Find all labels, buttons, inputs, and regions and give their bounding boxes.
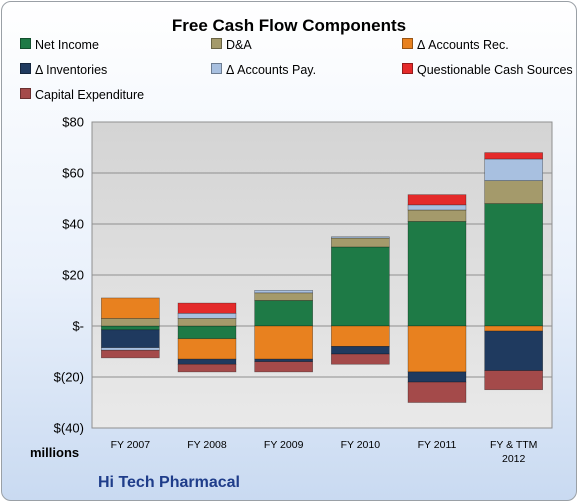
bar-segment-inventories — [484, 330, 543, 371]
legend-swatch — [402, 38, 413, 49]
y-tick-label: $60 — [62, 166, 84, 181]
bar-segment-d-a — [407, 209, 467, 222]
bar-segment-capital-expenditure — [484, 370, 543, 391]
bar-segment-accounts-rec — [407, 325, 467, 373]
legend-swatch — [402, 63, 413, 74]
bar-segment-capital-expenditure — [101, 349, 160, 359]
legend-label: Capital Expenditure — [35, 88, 145, 102]
legend-item-net-income: Net Income — [20, 38, 99, 52]
x-tick-label: FY 2007 — [111, 439, 151, 451]
bar-segment-accounts-rec — [254, 325, 313, 360]
bar-segment-accounts-rec — [101, 297, 160, 319]
legend-item-capital-expenditure: Capital Expenditure — [20, 88, 144, 102]
company-name: Hi Tech Pharmacal — [98, 474, 240, 491]
bar-segment-accounts-rec — [331, 325, 390, 347]
bar-segment-net-income — [254, 300, 313, 327]
bar-segment-capital-expenditure — [177, 363, 237, 373]
legend-swatch — [211, 63, 222, 74]
y-tick-label: $- — [72, 319, 84, 334]
bar-segment-questionable-cash-sources — [407, 194, 467, 206]
bar-segment-net-income — [177, 325, 237, 340]
y-tick-label: $(40) — [54, 421, 84, 436]
legend-swatch — [20, 63, 31, 74]
bar-segment-capital-expenditure — [331, 353, 390, 365]
bar-segment-inventories — [331, 346, 390, 355]
bar-segment-accounts-pay — [177, 312, 237, 319]
legend-label: D&A — [226, 38, 252, 52]
bar-segment-net-income — [101, 325, 160, 331]
bar-segment-d-a — [177, 318, 237, 327]
x-tick-label: FY 2011 — [418, 439, 457, 451]
bar-segment-capital-expenditure — [254, 361, 313, 373]
bar-segment-d-a — [484, 180, 543, 204]
bar-segment-net-income — [484, 203, 543, 327]
legend-label: Δ Accounts Rec. — [417, 38, 509, 52]
bar-segment-inventories — [407, 371, 467, 383]
y-tick-label: $(20) — [54, 370, 84, 385]
bar-segment-net-income — [407, 221, 467, 327]
x-tick-label: FY 2008 — [187, 439, 227, 451]
x-tick-label: FY 2009 — [264, 439, 304, 451]
legend-item-inventories: Δ Inventories — [20, 63, 107, 77]
bar-segment-inventories — [101, 329, 160, 348]
legend-label: Questionable Cash Sources — [417, 63, 573, 77]
x-tick-label: FY & TTM — [490, 439, 537, 451]
bar-segment-inventories — [254, 358, 313, 362]
y-tick-label: $20 — [62, 268, 84, 283]
x-tick-label: FY 2010 — [341, 439, 381, 451]
bar-segment-d-a — [101, 318, 160, 327]
y-tick-label: $40 — [62, 217, 84, 232]
bar-segment-accounts-pay — [101, 347, 160, 351]
bar-segment-d-a — [331, 237, 390, 248]
bar-segment-accounts-rec — [177, 338, 237, 360]
bar-segment-accounts-pay — [484, 158, 543, 181]
bar-segment-questionable-cash-sources — [177, 302, 237, 314]
x-tick-label: 2012 — [502, 453, 526, 465]
bar-segment-net-income — [331, 246, 390, 327]
legend-swatch — [211, 38, 222, 49]
units-label: millions — [30, 445, 80, 460]
legend-item-accounts-pay: Δ Accounts Pay. — [211, 63, 316, 77]
bar-segment-accounts-rec — [484, 325, 543, 332]
legend-label: Δ Inventories — [35, 63, 108, 77]
bar-segment-inventories — [177, 358, 237, 365]
bar-segment-accounts-pay — [254, 289, 313, 294]
bar-segment-questionable-cash-sources — [484, 152, 543, 160]
legend-swatch — [20, 38, 31, 49]
bar-segment-d-a — [254, 292, 313, 301]
legend-swatch — [20, 88, 31, 99]
legend-item-questionable-cash-sources: Questionable Cash Sources — [402, 63, 573, 77]
bar-segment-capital-expenditure — [407, 381, 467, 403]
bar-segment-accounts-pay — [331, 236, 390, 239]
legend-label: Net Income — [35, 38, 99, 52]
legend-item-d-a: D&A — [211, 38, 252, 52]
y-tick-label: $80 — [62, 115, 84, 130]
legend-item-accounts-rec: Δ Accounts Rec. — [402, 38, 509, 52]
chart-title: Free Cash Flow Components — [171, 16, 407, 35]
bar-segment-accounts-pay — [407, 204, 467, 211]
legend-label: Δ Accounts Pay. — [226, 63, 317, 77]
